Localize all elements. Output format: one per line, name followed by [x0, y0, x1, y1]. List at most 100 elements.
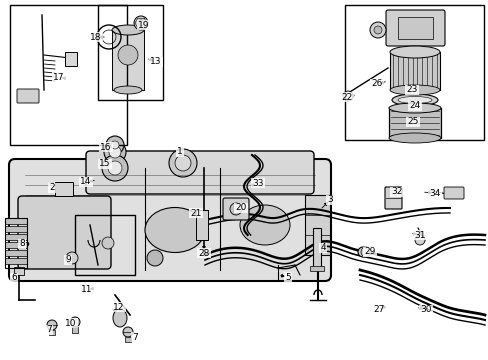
- FancyBboxPatch shape: [384, 187, 401, 209]
- Text: 17: 17: [53, 72, 64, 81]
- Circle shape: [108, 161, 122, 175]
- FancyBboxPatch shape: [18, 196, 111, 269]
- Text: 6: 6: [11, 274, 17, 283]
- Circle shape: [414, 235, 424, 245]
- Ellipse shape: [389, 85, 439, 95]
- Ellipse shape: [145, 207, 204, 252]
- Bar: [5, 242, 27, 248]
- Bar: [14, 267, 24, 275]
- Circle shape: [109, 146, 121, 158]
- Text: 25: 25: [407, 117, 418, 126]
- Bar: [5, 258, 27, 264]
- Circle shape: [118, 45, 138, 65]
- Bar: [5, 234, 27, 240]
- Bar: [345, 5, 483, 140]
- Ellipse shape: [113, 309, 127, 327]
- Text: 1: 1: [177, 148, 183, 157]
- Text: 28: 28: [198, 248, 209, 257]
- Bar: [196, 210, 207, 240]
- Bar: [5, 250, 27, 256]
- Circle shape: [373, 26, 381, 34]
- Bar: [5, 218, 27, 224]
- Text: 26: 26: [370, 80, 382, 89]
- Text: 32: 32: [390, 188, 402, 197]
- FancyBboxPatch shape: [385, 10, 444, 46]
- Circle shape: [175, 155, 191, 171]
- Bar: [98, 5, 163, 100]
- Text: 5: 5: [285, 273, 290, 282]
- Text: 9: 9: [65, 256, 71, 265]
- Text: 8: 8: [19, 239, 25, 248]
- Bar: [72, 327, 78, 333]
- Circle shape: [102, 237, 114, 249]
- Circle shape: [70, 317, 80, 327]
- Ellipse shape: [389, 46, 439, 58]
- Text: 14: 14: [80, 177, 92, 186]
- Text: 30: 30: [419, 306, 431, 315]
- Circle shape: [106, 136, 124, 154]
- Ellipse shape: [240, 205, 289, 245]
- Bar: [312, 228, 320, 268]
- Text: 4: 4: [320, 243, 325, 252]
- Circle shape: [66, 252, 78, 264]
- Text: 12: 12: [113, 302, 124, 311]
- Bar: [309, 266, 324, 271]
- FancyBboxPatch shape: [9, 159, 330, 281]
- Ellipse shape: [388, 133, 440, 143]
- FancyBboxPatch shape: [223, 198, 248, 220]
- Circle shape: [138, 20, 143, 26]
- Bar: [10, 5, 127, 145]
- Text: 29: 29: [364, 248, 375, 256]
- Ellipse shape: [114, 86, 142, 94]
- Text: 3: 3: [326, 195, 332, 204]
- Circle shape: [342, 91, 352, 101]
- Text: 2: 2: [49, 184, 55, 193]
- Bar: [397, 17, 432, 39]
- FancyBboxPatch shape: [443, 187, 463, 199]
- Bar: [125, 337, 131, 342]
- Ellipse shape: [397, 96, 431, 104]
- Text: 11: 11: [81, 285, 93, 294]
- Bar: [49, 330, 55, 335]
- Circle shape: [369, 22, 385, 38]
- Text: 16: 16: [100, 143, 112, 152]
- Bar: [388, 108, 440, 138]
- Text: 31: 31: [413, 230, 425, 239]
- Circle shape: [229, 203, 242, 215]
- FancyBboxPatch shape: [17, 89, 39, 103]
- Circle shape: [147, 250, 163, 266]
- Bar: [5, 226, 27, 232]
- Bar: [5, 218, 27, 268]
- Bar: [305, 195, 329, 255]
- Text: 19: 19: [138, 21, 149, 30]
- Circle shape: [47, 320, 57, 330]
- Circle shape: [104, 141, 126, 163]
- Text: 27: 27: [372, 306, 384, 315]
- Circle shape: [111, 141, 119, 149]
- Bar: [65, 52, 77, 66]
- Text: 33: 33: [252, 179, 263, 188]
- Bar: [112, 30, 143, 90]
- Ellipse shape: [112, 25, 143, 35]
- Text: 18: 18: [90, 32, 102, 41]
- Circle shape: [102, 155, 128, 181]
- Text: 7: 7: [46, 325, 52, 334]
- FancyBboxPatch shape: [86, 151, 313, 194]
- Text: 24: 24: [408, 102, 420, 111]
- Ellipse shape: [391, 94, 437, 106]
- Circle shape: [169, 149, 197, 177]
- Bar: [389, 52, 439, 90]
- Circle shape: [360, 247, 370, 257]
- Text: 21: 21: [190, 208, 201, 217]
- Text: 15: 15: [99, 159, 110, 168]
- Text: 22: 22: [341, 93, 352, 102]
- Text: 13: 13: [150, 58, 162, 67]
- Ellipse shape: [388, 103, 440, 113]
- Circle shape: [357, 247, 367, 257]
- Circle shape: [123, 327, 133, 337]
- Circle shape: [134, 16, 148, 30]
- Text: 10: 10: [65, 319, 77, 328]
- Text: 34: 34: [428, 189, 440, 198]
- Bar: [75, 215, 135, 275]
- Text: 7: 7: [132, 333, 138, 342]
